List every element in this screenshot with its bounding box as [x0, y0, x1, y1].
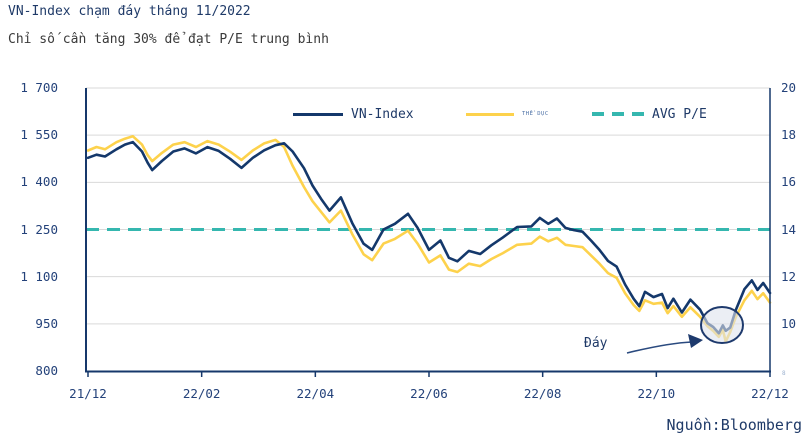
gridlines — [86, 87, 770, 325]
legend-item-pe: THỂ DỤC — [466, 106, 549, 122]
chart-subtitle: Chỉ số cần tăng 30% để đạt P/E trung bìn… — [8, 32, 329, 47]
source-label: Nguồn:Bloomberg — [666, 416, 802, 434]
legend-item-vnindex: VN-Index — [293, 106, 414, 122]
arrow-line — [626, 341, 693, 354]
legend-item-avg-pe: AVG P/E — [592, 106, 707, 122]
legend-label-vnindex: VN-Index — [351, 106, 414, 122]
vnindex-line-swatch — [293, 112, 343, 116]
legend-label-pe: THỂ DỤC — [522, 111, 549, 117]
bottom-circle-annotation — [700, 306, 744, 344]
arrow-head-icon — [688, 334, 703, 348]
avg-pe-line-swatch — [592, 112, 644, 116]
chart-title: VN-Index chạm đáy tháng 11/2022 — [8, 4, 251, 19]
bottom-annotation-label: Đáy — [584, 336, 608, 351]
pe-line — [86, 135, 772, 343]
legend-label-avg-pe: AVG P/E — [652, 106, 707, 122]
x-axis-ticks — [87, 371, 771, 377]
pe-line-swatch — [466, 112, 514, 116]
vnindex-line — [86, 140, 772, 335]
